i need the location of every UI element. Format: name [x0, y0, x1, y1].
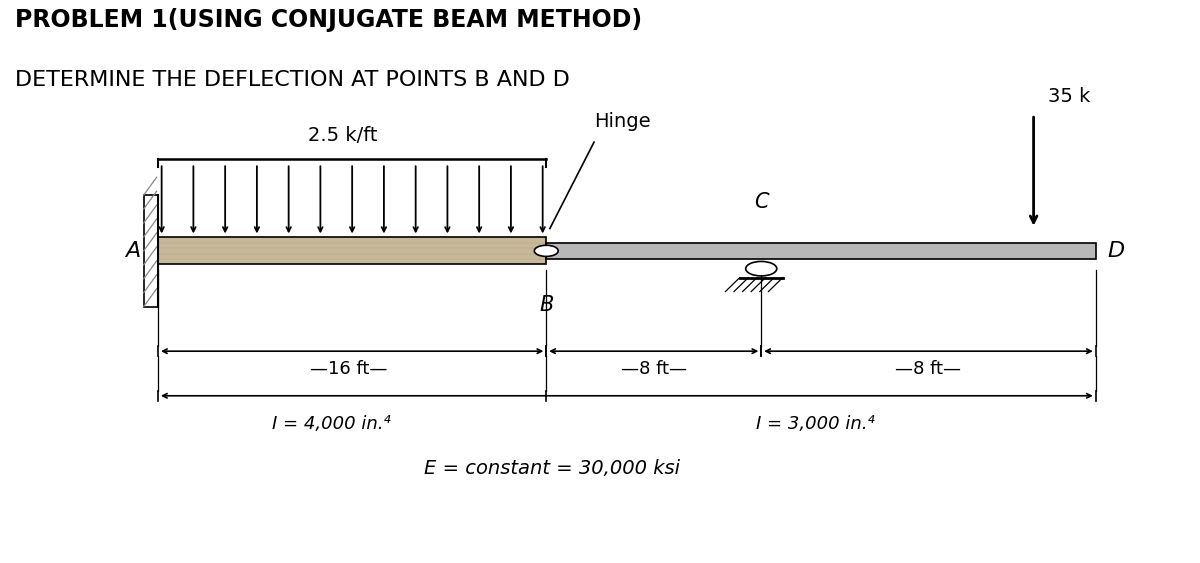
- Text: C: C: [754, 192, 768, 212]
- Text: —8 ft—: —8 ft—: [895, 360, 961, 378]
- Circle shape: [745, 261, 776, 276]
- Text: B: B: [539, 296, 553, 315]
- Text: 35 k: 35 k: [1048, 87, 1091, 106]
- Text: DETERMINE THE DEFLECTION AT POINTS B AND D: DETERMINE THE DEFLECTION AT POINTS B AND…: [14, 70, 570, 90]
- Text: PROBLEM 1(USING CONJUGATE BEAM METHOD): PROBLEM 1(USING CONJUGATE BEAM METHOD): [14, 8, 642, 32]
- Text: Hinge: Hinge: [594, 112, 650, 131]
- Text: A: A: [125, 241, 140, 261]
- Text: —16 ft—: —16 ft—: [311, 360, 388, 378]
- Bar: [546, 243, 1096, 258]
- Text: I = 3,000 in.⁴: I = 3,000 in.⁴: [756, 414, 875, 432]
- Text: E = constant = 30,000 ksi: E = constant = 30,000 ksi: [425, 459, 680, 478]
- Text: —8 ft—: —8 ft—: [620, 360, 686, 378]
- Bar: [158, 238, 546, 264]
- Text: D: D: [1108, 241, 1124, 261]
- Text: 2.5 k/ft: 2.5 k/ft: [308, 126, 378, 145]
- Bar: [144, 195, 158, 307]
- Text: I = 4,000 in.⁴: I = 4,000 in.⁴: [272, 414, 391, 432]
- Circle shape: [534, 245, 558, 256]
